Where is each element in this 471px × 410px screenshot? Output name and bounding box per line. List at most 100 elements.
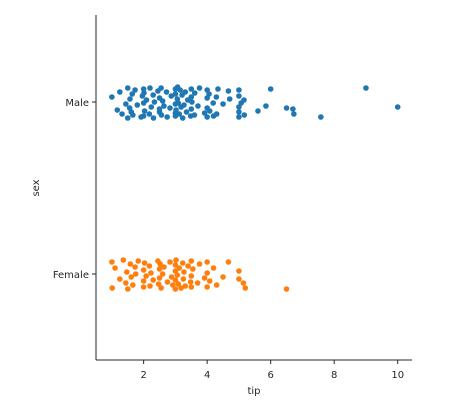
data-point-male xyxy=(177,87,183,93)
data-point-male xyxy=(158,85,164,91)
data-point-male xyxy=(283,105,290,111)
data-point-male xyxy=(263,103,269,109)
data-point-female xyxy=(180,276,187,282)
data-point-female xyxy=(156,275,163,281)
x-tick-label: 8 xyxy=(331,370,337,381)
data-point-male xyxy=(150,92,156,98)
data-point-male xyxy=(161,103,167,109)
data-point-female xyxy=(188,284,195,290)
data-point-male xyxy=(236,93,242,99)
data-point-male xyxy=(129,91,136,97)
data-point-female xyxy=(204,284,210,290)
data-point-male xyxy=(191,112,198,118)
data-point-female xyxy=(175,281,182,287)
data-point-female xyxy=(150,277,156,283)
data-points xyxy=(109,84,401,292)
data-point-female xyxy=(172,286,179,292)
x-tick-label: 6 xyxy=(267,370,273,381)
x-ticks: 2 4 6 8 10 xyxy=(140,360,404,381)
data-point-male xyxy=(267,86,274,92)
data-point-male xyxy=(130,112,136,118)
y-tick-label: Female xyxy=(53,270,89,281)
data-point-male xyxy=(164,114,170,120)
data-point-male xyxy=(189,99,195,105)
data-point-male xyxy=(191,90,198,96)
data-point-male xyxy=(127,96,133,102)
data-point-female xyxy=(143,273,149,279)
axes xyxy=(95,15,412,361)
data-point-female xyxy=(236,268,242,274)
data-point-male xyxy=(141,90,147,96)
data-point-male xyxy=(151,99,158,105)
data-point-female xyxy=(174,272,181,278)
data-point-female xyxy=(164,279,171,285)
data-point-male xyxy=(124,115,131,121)
data-point-female xyxy=(148,270,154,276)
data-point-female xyxy=(146,263,153,269)
data-point-male xyxy=(226,96,233,102)
data-point-male xyxy=(291,111,297,117)
data-point-male xyxy=(119,111,125,117)
data-point-male xyxy=(206,108,213,114)
data-point-female xyxy=(168,274,175,280)
data-point-female xyxy=(242,285,249,291)
data-point-male xyxy=(188,94,195,100)
data-point-male xyxy=(143,97,150,103)
data-point-male xyxy=(236,87,242,93)
y-tick-label: Male xyxy=(65,98,89,109)
data-point-female xyxy=(196,261,203,267)
data-point-female xyxy=(172,262,179,268)
data-point-female xyxy=(109,285,115,291)
data-point-male xyxy=(147,85,153,91)
data-point-male xyxy=(132,87,138,93)
data-point-female xyxy=(240,280,247,286)
data-point-female xyxy=(194,280,201,286)
data-point-female xyxy=(132,264,138,270)
data-point-male xyxy=(213,111,220,117)
data-point-male xyxy=(176,111,183,117)
data-point-female xyxy=(213,282,220,288)
data-point-female xyxy=(190,266,196,272)
data-point-male xyxy=(146,111,153,117)
data-point-female xyxy=(147,283,153,289)
x-tick-label: 4 xyxy=(204,370,210,381)
data-point-female xyxy=(123,280,129,286)
data-point-male xyxy=(195,103,201,109)
data-point-male xyxy=(206,91,212,97)
y-ticks: Male Female xyxy=(53,98,96,281)
data-point-female xyxy=(124,286,131,292)
data-point-male xyxy=(140,113,147,119)
data-point-male xyxy=(163,89,170,95)
data-point-female xyxy=(128,274,135,280)
data-point-male xyxy=(394,104,401,110)
x-tick-label: 10 xyxy=(391,370,404,381)
data-point-male xyxy=(201,110,208,116)
data-point-male xyxy=(167,105,173,111)
data-point-female xyxy=(225,259,232,265)
data-point-female xyxy=(188,273,195,279)
data-point-female xyxy=(156,266,163,272)
data-point-female xyxy=(188,258,195,264)
data-point-female xyxy=(140,284,147,290)
data-point-male xyxy=(236,109,242,115)
data-point-female xyxy=(201,275,208,281)
data-point-male xyxy=(213,94,220,100)
data-point-male xyxy=(114,107,121,113)
data-point-female xyxy=(204,259,210,265)
data-point-male xyxy=(241,97,247,103)
data-point-male xyxy=(236,114,242,120)
data-point-female xyxy=(120,257,127,263)
data-point-male xyxy=(159,98,166,104)
data-point-male xyxy=(290,106,296,112)
x-tick-label: 2 xyxy=(140,370,146,381)
data-point-female xyxy=(206,278,213,284)
data-point-female xyxy=(182,283,189,289)
data-point-male xyxy=(188,106,195,112)
y-axis-title: sex xyxy=(31,179,42,196)
data-point-male xyxy=(148,104,155,110)
data-point-male xyxy=(175,100,182,106)
data-point-male xyxy=(134,102,141,108)
data-point-male xyxy=(179,115,186,121)
